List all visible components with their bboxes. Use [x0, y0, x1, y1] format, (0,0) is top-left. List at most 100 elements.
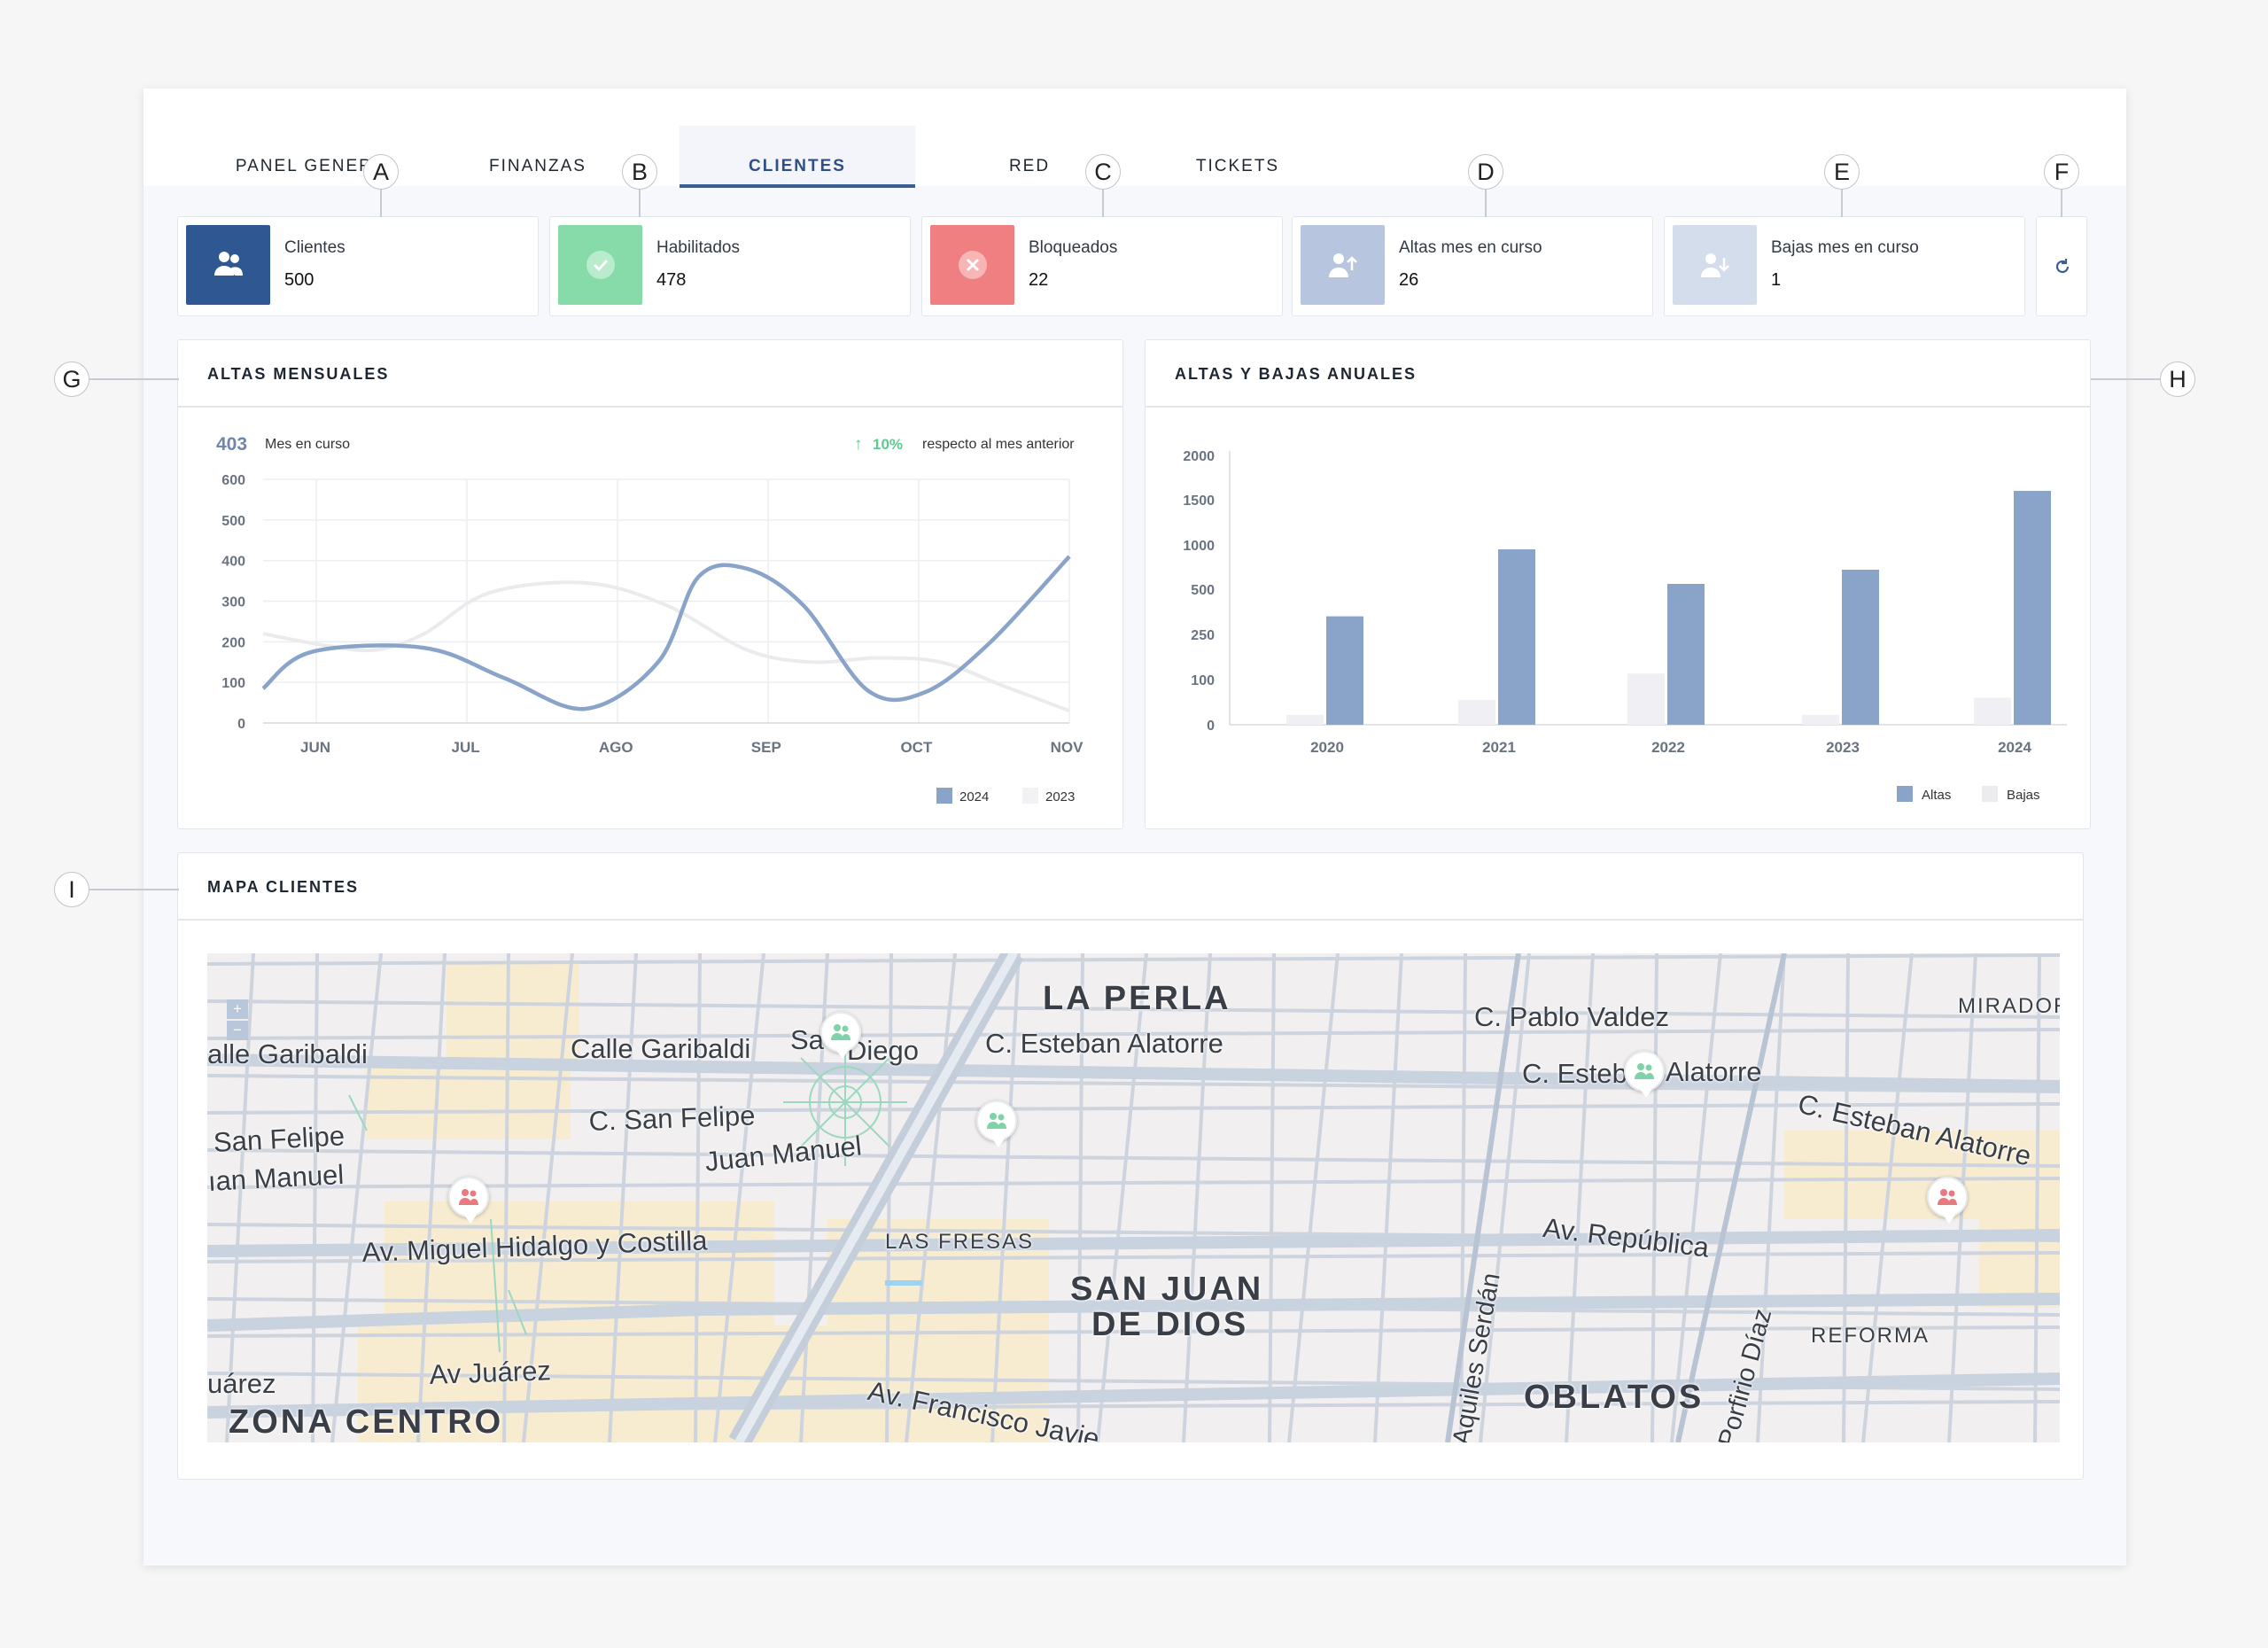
series-line-2023 — [262, 580, 1070, 713]
street — [1756, 953, 1786, 1442]
user-up-icon — [1328, 253, 1357, 277]
zoom-out-button[interactable]: − — [227, 1021, 248, 1040]
callout-line — [89, 378, 179, 380]
tab-clientes[interactable]: CLIENTES — [680, 126, 915, 188]
tab-tickets[interactable]: TICKETS — [1195, 157, 1280, 175]
map-label: C. San Felipe — [588, 1100, 756, 1137]
y-tick-label: 400 — [221, 555, 245, 570]
map-label: alle Garibaldi — [207, 1038, 368, 1069]
client-map[interactable]: + − LA PERLA SAN JUAN DE DIOS OBLATOS ZO… — [207, 953, 2060, 1442]
street — [1565, 953, 1595, 1442]
map-label: C. Esteban Alatorre — [985, 1028, 1223, 1059]
park — [348, 1042, 907, 1353]
y-tick-label: 500 — [221, 514, 245, 529]
divider — [178, 919, 2083, 921]
current-value: 403 — [216, 434, 247, 455]
y-tick-label: 100 — [1191, 673, 1215, 688]
legend: Altas Bajas — [1897, 786, 2040, 803]
street — [1287, 953, 1340, 1442]
client-pin-active[interactable] — [1624, 1051, 1665, 1098]
street — [522, 953, 574, 1442]
street — [1182, 953, 1212, 1442]
tab-panel-general[interactable]: PANEL GENERAL — [235, 157, 398, 175]
legend-swatch — [1022, 788, 1038, 804]
y-tick-label: 1000 — [1183, 539, 1215, 554]
stat-label: Altas mes en curso — [1399, 238, 1542, 257]
users-icon — [831, 1024, 850, 1040]
map-label: uárez — [207, 1368, 276, 1399]
callout-i: I — [54, 872, 89, 907]
callout-e: E — [1824, 154, 1860, 190]
bar-altas — [2014, 491, 2051, 725]
tab-bar: PANEL GENERAL FINANZAS CLIENTES RED TICK… — [144, 89, 2126, 188]
check-circle-icon — [586, 251, 615, 279]
callout-line — [1841, 189, 1843, 217]
legend-label: 2023 — [1045, 789, 1075, 805]
street — [1268, 953, 1276, 1442]
street — [207, 953, 2060, 966]
street — [1076, 953, 1084, 1442]
altas-bajas-anuales-card: ALTAS Y BAJAS ANUALES 0 100 250 500 1000 1500… — [1145, 339, 2091, 829]
bars — [1286, 491, 2051, 725]
callout-line — [2091, 378, 2179, 380]
street — [1479, 953, 1531, 1442]
map-label: Av Juárez — [429, 1355, 552, 1390]
street — [330, 953, 383, 1442]
stat-value: 500 — [284, 270, 315, 290]
street — [2033, 953, 2041, 1442]
y-tick-label: 100 — [221, 676, 245, 691]
callout-line — [1102, 189, 1104, 217]
change-label: respecto al mes anterior — [922, 437, 1075, 452]
map-label: C. Pablo Valdez — [1474, 1001, 1669, 1032]
y-tick-label: 200 — [221, 635, 245, 650]
x-tick-label: 2024 — [1998, 739, 2031, 756]
street — [311, 953, 319, 1442]
client-pin-blocked[interactable] — [1927, 1177, 1968, 1224]
x-tick-label: JUL — [452, 739, 480, 756]
zoom-in-button[interactable]: + — [227, 999, 248, 1019]
tab-red[interactable]: RED — [1008, 157, 1051, 175]
map-base — [207, 953, 2060, 1442]
street — [1373, 953, 1403, 1442]
x-axis: JUN JUL AGO SEP OCT NOV — [300, 739, 1084, 756]
legend: 2024 2023 — [936, 788, 1075, 805]
tab-finanzas[interactable]: FINANZAS — [489, 157, 586, 175]
map-label: LA PERLA — [1043, 980, 1231, 1017]
y-axis: 0 100 200 300 400 500 600 — [221, 473, 245, 732]
line-chart: 403 Mes en curso ↑ 10% respecto al mes a… — [216, 434, 1084, 805]
stat-icon-box — [558, 225, 642, 305]
stat-label: Bajas mes en curso — [1771, 238, 1919, 257]
client-pin-active[interactable] — [820, 1012, 861, 1059]
map-label: OBLATOS — [1524, 1379, 1705, 1416]
legend-swatch — [1982, 786, 1998, 802]
refresh-button[interactable] — [2036, 216, 2087, 316]
stat-card-habilitados: Habilitados 478 — [549, 216, 911, 316]
stat-card-altas-mes: Altas mes en curso 26 — [1292, 216, 1653, 316]
current-label: Mes en curso — [265, 437, 350, 452]
map-label: REFORMA — [1811, 1324, 1930, 1348]
x-tick-label: 2020 — [1310, 739, 1344, 756]
refresh-icon[interactable] — [2053, 257, 2072, 276]
client-pin-active[interactable] — [976, 1100, 1017, 1147]
street — [207, 999, 2060, 1019]
callout-h: H — [2160, 361, 2195, 397]
street — [207, 1074, 2060, 1093]
stat-icon-box — [1301, 225, 1385, 305]
street — [416, 953, 447, 1442]
street — [207, 1325, 2060, 1338]
map-label: Sa — [790, 1024, 824, 1055]
change-arrow-icon: ↑ — [854, 435, 863, 454]
callout-line — [2061, 189, 2062, 217]
bar-altas — [1842, 570, 1879, 725]
legend-label: Bajas — [2007, 788, 2040, 803]
x-tick-label: OCT — [900, 739, 933, 756]
map-label: SAN JUAN — [1070, 1271, 1264, 1308]
x-axis: 2020 2021 2022 2023 2024 — [1310, 739, 2031, 756]
map-label: LAS FRESAS — [885, 1230, 1035, 1254]
street — [1670, 953, 1722, 1442]
stat-value: 478 — [656, 270, 687, 290]
client-pin-blocked[interactable] — [448, 1177, 489, 1224]
callout-line — [380, 189, 382, 217]
callout-g: G — [54, 361, 89, 397]
street — [207, 1251, 2060, 1263]
